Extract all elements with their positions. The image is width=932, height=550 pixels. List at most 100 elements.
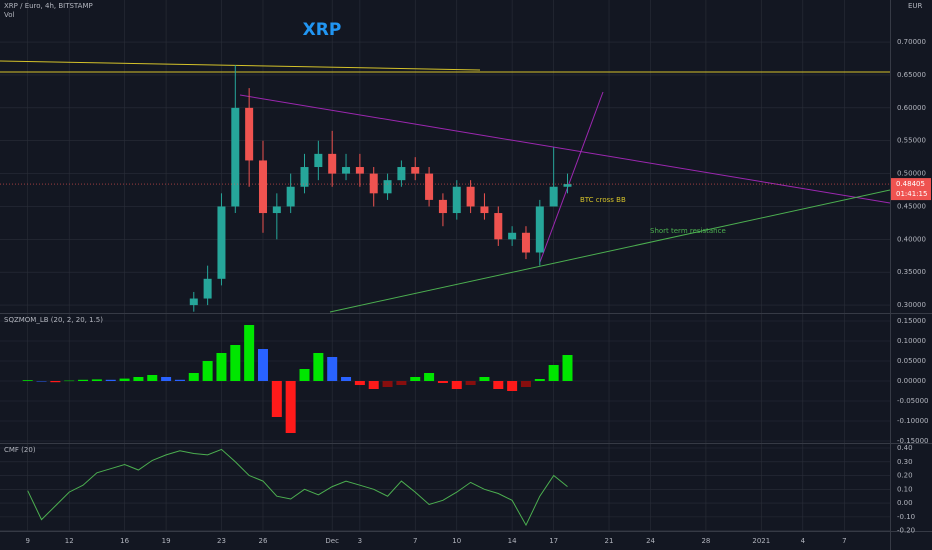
x-tick-label: 3 <box>358 537 362 545</box>
x-tick-label: Dec <box>325 537 339 545</box>
y-tick-label: 0.50000 <box>897 170 926 178</box>
candle-body <box>314 153 323 168</box>
y-tick-label: 0.70000 <box>897 38 926 46</box>
x-tick-label: 9 <box>25 537 29 545</box>
y-tick-label: 0.55000 <box>897 137 926 145</box>
y-tick-label: -0.10 <box>897 513 915 521</box>
candle-body <box>286 186 295 207</box>
momentum-bar <box>22 380 33 381</box>
candle-body <box>258 160 267 214</box>
x-tick-label: 4 <box>801 537 806 545</box>
trend-line <box>0 60 481 71</box>
y-tick-label: 0.45000 <box>897 202 926 210</box>
candle-body <box>342 167 351 174</box>
y-tick-label: 0.10000 <box>897 337 926 345</box>
y-tick-label: -0.15000 <box>897 437 928 445</box>
x-tick-label: 12 <box>65 537 74 545</box>
momentum-bar <box>341 377 352 381</box>
momentum-bar <box>465 381 476 385</box>
y-tick-label: 0.05000 <box>897 357 926 365</box>
momentum-bar <box>188 373 199 381</box>
momentum-bar <box>216 353 227 381</box>
volume-label: Vol <box>4 11 15 19</box>
momentum-bar <box>327 357 338 381</box>
trend-line <box>239 94 891 204</box>
momentum-bar <box>257 349 268 381</box>
panel-title: SQZMOM_LB (20, 2, 20, 1.5) <box>4 316 103 324</box>
y-tick-label: 0.35000 <box>897 268 926 276</box>
trend-line <box>539 91 604 263</box>
candle-body <box>480 206 489 214</box>
y-tick-label: 0.00 <box>897 499 913 507</box>
momentum-bar <box>354 381 365 385</box>
x-tick-label: 23 <box>217 537 226 545</box>
momentum-bar <box>368 381 379 389</box>
x-tick-label: 26 <box>259 537 268 545</box>
momentum-bar <box>64 380 75 382</box>
candle-body <box>203 278 212 299</box>
momentum-bar <box>548 365 559 381</box>
panel-title: CMF (20) <box>4 446 36 454</box>
x-tick-label: 7 <box>413 537 417 545</box>
x-tick-label: 24 <box>646 537 655 545</box>
price-tag <box>891 178 931 201</box>
momentum-bar <box>520 381 531 387</box>
trend-line <box>329 189 891 313</box>
y-tick-label: 0.00000 <box>897 377 926 385</box>
candle-body <box>189 298 198 306</box>
x-tick-label: 19 <box>162 537 171 545</box>
momentum-bar <box>91 379 102 381</box>
candle-body <box>245 107 254 161</box>
annotation: Short term resistance <box>650 227 726 235</box>
momentum-bar <box>78 379 89 381</box>
candle-body <box>411 167 420 174</box>
y-tick-label: 0.15000 <box>897 317 926 325</box>
momentum-bar <box>424 373 435 381</box>
momentum-bar <box>285 381 296 433</box>
momentum-bar <box>493 381 504 389</box>
currency-label: EUR <box>908 2 923 10</box>
candle-body <box>521 232 530 253</box>
candle-body <box>438 199 447 214</box>
momentum-bar <box>230 345 241 381</box>
candle-body <box>425 173 434 200</box>
candle-body <box>397 167 406 181</box>
countdown-label: 01:41:15 <box>896 190 927 198</box>
x-tick-label: 10 <box>452 537 461 545</box>
y-tick-label: 0.30 <box>897 458 913 466</box>
cmf-line <box>27 448 568 527</box>
momentum-bar <box>161 377 172 381</box>
candle-body <box>355 167 364 174</box>
y-tick-label: 0.30000 <box>897 301 926 309</box>
x-tick-label: 21 <box>605 537 614 545</box>
momentum-bar <box>147 375 158 381</box>
candle-body <box>217 206 226 279</box>
x-tick-label: 7 <box>842 537 846 545</box>
momentum-bar <box>410 377 421 381</box>
momentum-bar <box>271 381 282 417</box>
y-tick-label: 0.40 <box>897 444 913 452</box>
momentum-bar <box>313 353 324 381</box>
y-tick-label: 0.60000 <box>897 104 926 112</box>
candle-body <box>535 206 544 253</box>
momentum-bar <box>133 377 144 381</box>
x-tick-label: 16 <box>120 537 129 545</box>
y-tick-label: 0.40000 <box>897 235 926 243</box>
candle-body <box>466 186 475 207</box>
momentum-bar <box>451 381 462 389</box>
momentum-bar <box>244 325 255 381</box>
chart-title: XRP <box>303 20 342 40</box>
x-tick-label: 17 <box>549 537 558 545</box>
candle-body <box>549 186 558 207</box>
candle-body <box>563 184 572 187</box>
momentum-bar <box>50 381 61 383</box>
y-tick-label: -0.05000 <box>897 397 928 405</box>
momentum-bar <box>479 377 490 381</box>
x-tick-label: 14 <box>508 537 517 545</box>
candle-body <box>300 167 309 187</box>
annotation: BTC cross BB <box>580 196 626 204</box>
momentum-bar <box>437 381 448 383</box>
candle-body <box>231 107 240 207</box>
